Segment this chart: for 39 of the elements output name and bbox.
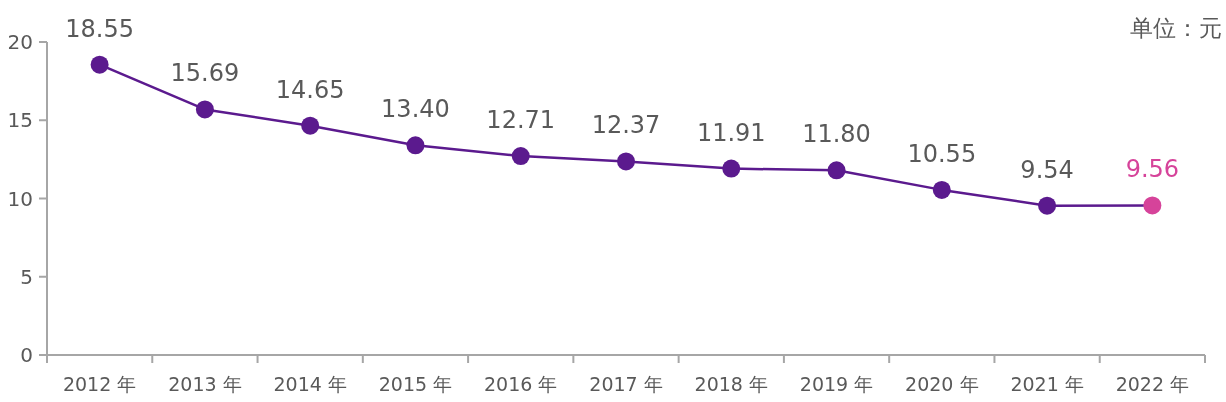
point (90, 55, 109, 74)
point (617, 152, 635, 171)
y-tick-label: 20 (7, 30, 33, 54)
data-label: 14.65 (275, 75, 345, 104)
x-tick-label: 2021 年 (1010, 373, 1084, 395)
point (932, 180, 951, 199)
point (511, 147, 530, 166)
data-label: 11.91 (696, 118, 766, 147)
point (1038, 196, 1057, 215)
data-label: 18.55 (65, 14, 134, 43)
x-tick-label: 2022 年 (1115, 373, 1190, 395)
data-label: 15.69 (170, 59, 240, 88)
x-tick-label: 2019 年 (799, 373, 874, 395)
point (195, 100, 214, 119)
x-tick-label: 2014 年 (273, 373, 347, 395)
point (301, 116, 320, 135)
x-tick-label: 2020 年 (905, 373, 979, 395)
data-label: 9.56 (1125, 155, 1180, 184)
data-label: 9.54 (1020, 155, 1074, 184)
data-label: 12.37 (591, 111, 661, 140)
point (406, 136, 425, 155)
y-tick-label: 0 (20, 343, 33, 367)
point (1143, 196, 1162, 215)
data-label: 10.55 (907, 139, 977, 168)
y-tick-label: 10 (7, 186, 33, 211)
point (722, 159, 741, 178)
y-tick-label: 5 (20, 264, 33, 289)
x-tick-label: 2013 年 (168, 373, 242, 395)
point (827, 161, 846, 180)
data-label: 12.71 (486, 106, 556, 135)
x-tick-label: 2016 年 (484, 373, 558, 395)
y-tick-label: 15 (7, 108, 33, 133)
data-label: 13.40 (381, 95, 450, 124)
x-tick-label: 2017 年 (589, 373, 663, 395)
data-label: 11.80 (802, 120, 871, 149)
x-tick-label: 2015 年 (378, 373, 453, 395)
x-tick-label: 2018 年 (694, 373, 768, 395)
text: 单位：元 (1130, 15, 1222, 41)
x-tick-label: 2012 年 (62, 373, 137, 395)
